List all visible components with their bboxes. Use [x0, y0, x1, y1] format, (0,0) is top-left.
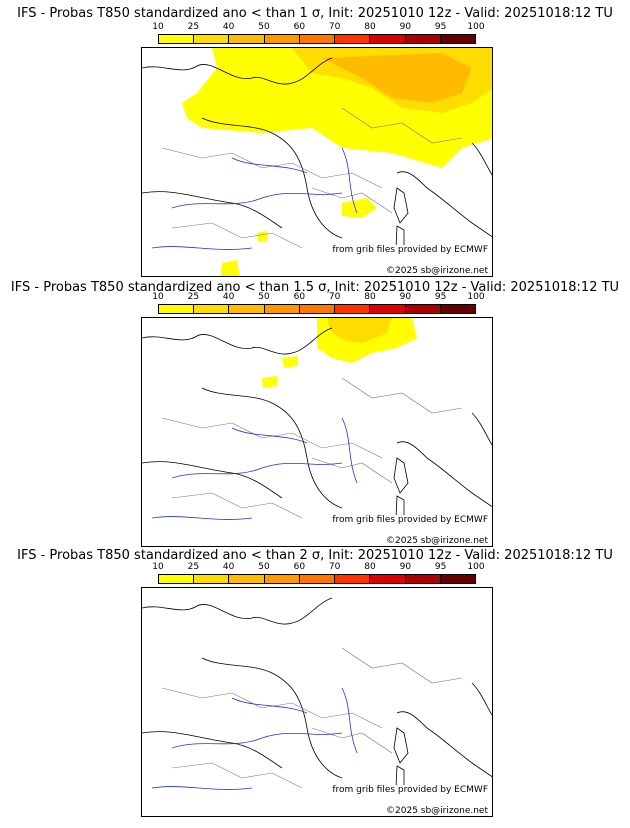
colorbar-segment: [335, 305, 371, 313]
colorbar-segment: [335, 575, 371, 583]
colorbar-tick-label: 100: [467, 292, 485, 302]
rivers: [151, 687, 358, 790]
colorbar-tick-label: 10: [152, 22, 164, 32]
colorbar-segment: [194, 305, 230, 313]
colorbar-segment: [405, 575, 441, 583]
source-credit: from grib files provided by ECMWF: [332, 515, 488, 525]
colorbar-segment: [194, 35, 230, 43]
map-panel-1: IFS - Probas T850 standardized ano < tha…: [0, 0, 630, 277]
coastlines: [142, 597, 492, 789]
panel-title: IFS - Probas T850 standardized ano < tha…: [17, 548, 613, 563]
colorbar-tick-label: 70: [328, 292, 341, 302]
colorbar-ticks: 10 25 40 50 60 70 80 90 95 100: [152, 22, 484, 33]
colorbar-segment: [335, 35, 371, 43]
colorbar-tick-label: 25: [187, 292, 200, 302]
copyright-credit: ©2025 sb@irizone.net: [386, 536, 488, 546]
colorbar-segment: [194, 575, 230, 583]
probability-map: from grib files provided by ECMWF ©2025 …: [141, 317, 493, 547]
coastlines: [142, 327, 492, 519]
colorbar-tick-label: 95: [434, 22, 447, 32]
colorbar-tick-label: 90: [399, 292, 412, 302]
colorbar-tick-label: 60: [293, 292, 306, 302]
colorbar-tick-label: 50: [258, 562, 270, 572]
probability-map: from grib files provided by ECMWF ©2025 …: [141, 587, 493, 817]
colorbar-segment: [299, 35, 336, 43]
colorbar-tick-label: 50: [258, 22, 270, 32]
admin-borders: [161, 377, 463, 519]
colorbar-tick-label: 70: [328, 562, 341, 572]
colorbar-segment: [264, 575, 300, 583]
colorbar: [158, 574, 476, 584]
panel-title: IFS - Probas T850 standardized ano < tha…: [10, 280, 620, 295]
colorbar-segment: [440, 35, 475, 43]
colorbar-tick-label: 50: [258, 292, 270, 302]
colorbar-segment: [159, 575, 195, 583]
probability-map: from grib files provided by ECMWF ©2025 …: [141, 47, 493, 277]
colorbar-segment: [405, 305, 441, 313]
map-panel-3: IFS - Probas T850 standardized ano < tha…: [0, 540, 630, 817]
colorbar-tick-label: 80: [364, 292, 376, 302]
colorbar-segment: [229, 575, 265, 583]
colorbar-tick-label: 25: [187, 22, 200, 32]
colorbar: [158, 34, 476, 44]
colorbar-tick-label: 25: [187, 562, 200, 572]
colorbar-segment: [370, 305, 406, 313]
colorbar-tick-label: 100: [467, 562, 485, 572]
colorbar-tick-label: 40: [222, 292, 235, 302]
colorbar-tick-label: 40: [222, 562, 235, 572]
panel-title: IFS - Probas T850 standardized ano < tha…: [17, 6, 613, 21]
colorbar-tick-label: 90: [399, 22, 412, 32]
colorbar-tick-label: 10: [152, 562, 164, 572]
probability-shading: [262, 318, 417, 388]
colorbar-tick-label: 80: [364, 22, 376, 32]
map-canvas: [142, 318, 492, 520]
colorbar-segment: [229, 305, 265, 313]
colorbar-tick-label: 70: [328, 22, 341, 32]
colorbar-tick-label: 40: [222, 22, 235, 32]
colorbar-tick-label: 60: [293, 562, 306, 572]
colorbar-ticks: 10 25 40 50 60 70 80 90 95 100: [152, 562, 484, 573]
colorbar-segment: [405, 35, 441, 43]
probability-shading: [182, 48, 492, 276]
colorbar-segment: [370, 35, 406, 43]
copyright-credit: ©2025 sb@irizone.net: [386, 266, 488, 276]
colorbar-segment: [440, 575, 475, 583]
colorbar-segment: [440, 305, 475, 313]
colorbar-tick-label: 95: [434, 292, 447, 302]
colorbar-segment: [370, 575, 406, 583]
colorbar-segment: [264, 305, 300, 313]
colorbar-tick-label: 60: [293, 22, 306, 32]
colorbar-tick-label: 100: [467, 22, 485, 32]
colorbar: [158, 304, 476, 314]
colorbar-segment: [264, 35, 300, 43]
colorbar-segment: [299, 575, 336, 583]
map-panel-2: IFS - Probas T850 standardized ano < tha…: [0, 270, 630, 547]
map-canvas: [142, 48, 492, 276]
colorbar-segment: [229, 35, 265, 43]
map-canvas: [142, 597, 492, 790]
colorbar-tick-label: 80: [364, 562, 376, 572]
colorbar-segment: [159, 305, 195, 313]
rivers: [151, 417, 358, 520]
colorbar-segment: [299, 305, 336, 313]
colorbar-ticks: 10 25 40 50 60 70 80 90 95 100: [152, 292, 484, 303]
coastlines: [142, 57, 492, 249]
source-credit: from grib files provided by ECMWF: [332, 245, 488, 255]
colorbar-tick-label: 10: [152, 292, 164, 302]
source-credit: from grib files provided by ECMWF: [332, 785, 488, 795]
colorbar-tick-label: 95: [434, 562, 447, 572]
rivers: [151, 147, 358, 250]
copyright-credit: ©2025 sb@irizone.net: [386, 806, 488, 816]
admin-borders: [161, 647, 463, 789]
colorbar-tick-label: 90: [399, 562, 412, 572]
colorbar-segment: [159, 35, 195, 43]
